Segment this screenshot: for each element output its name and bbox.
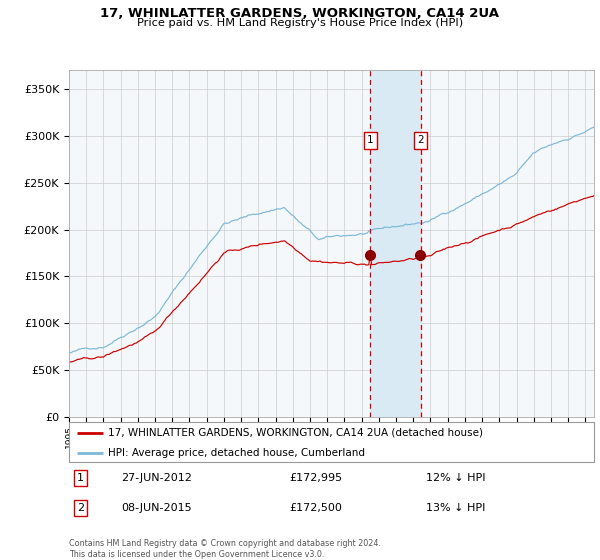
Bar	[370, 70, 421, 417]
Text: 13% ↓ HPI: 13% ↓ HPI	[426, 503, 485, 513]
Text: 17, WHINLATTER GARDENS, WORKINGTON, CA14 2UA (detached house): 17, WHINLATTER GARDENS, WORKINGTON, CA14…	[109, 428, 484, 438]
Text: £172,995: £172,995	[290, 473, 343, 483]
Text: 1: 1	[77, 473, 84, 483]
Text: 1: 1	[367, 136, 374, 146]
Text: HPI: Average price, detached house, Cumberland: HPI: Average price, detached house, Cumb…	[109, 448, 365, 458]
Text: 27-JUN-2012: 27-JUN-2012	[121, 473, 193, 483]
FancyBboxPatch shape	[69, 422, 594, 462]
Text: 2: 2	[77, 503, 84, 513]
Text: £172,500: £172,500	[290, 503, 343, 513]
Text: 08-JUN-2015: 08-JUN-2015	[121, 503, 192, 513]
Text: Contains HM Land Registry data © Crown copyright and database right 2024.
This d: Contains HM Land Registry data © Crown c…	[69, 539, 381, 559]
Text: 17, WHINLATTER GARDENS, WORKINGTON, CA14 2UA: 17, WHINLATTER GARDENS, WORKINGTON, CA14…	[101, 7, 499, 20]
Text: Price paid vs. HM Land Registry's House Price Index (HPI): Price paid vs. HM Land Registry's House …	[137, 18, 463, 28]
Text: 12% ↓ HPI: 12% ↓ HPI	[426, 473, 485, 483]
Text: 2: 2	[417, 136, 424, 146]
